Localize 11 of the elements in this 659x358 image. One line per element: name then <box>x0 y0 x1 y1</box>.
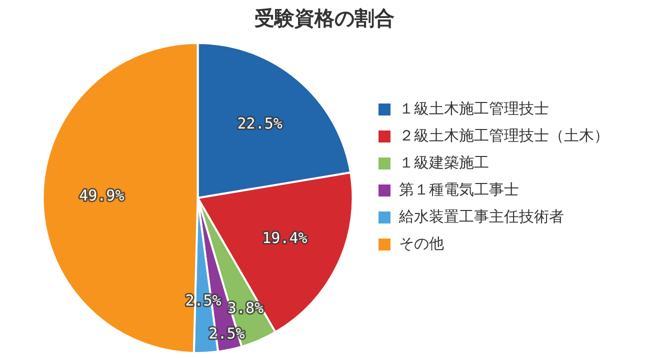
data-label: 2.5% <box>185 292 222 310</box>
legend-label: １級建築施工 <box>399 153 489 172</box>
data-label: 19.4% <box>262 228 308 247</box>
data-label: 49.9% <box>79 186 124 205</box>
legend-label: １級土木施工管理技士 <box>399 99 549 118</box>
legend-label: ２級土木施工管理技士（土木） <box>399 126 609 144</box>
legend-label: 給水装置工事主任技術者 <box>398 207 564 226</box>
chart-title: 受験資格の割合 <box>254 6 394 30</box>
legend-label: その他 <box>399 234 444 252</box>
data-label: 22.5% <box>237 114 282 133</box>
legend-label: 第１種電気工事士 <box>399 180 519 198</box>
